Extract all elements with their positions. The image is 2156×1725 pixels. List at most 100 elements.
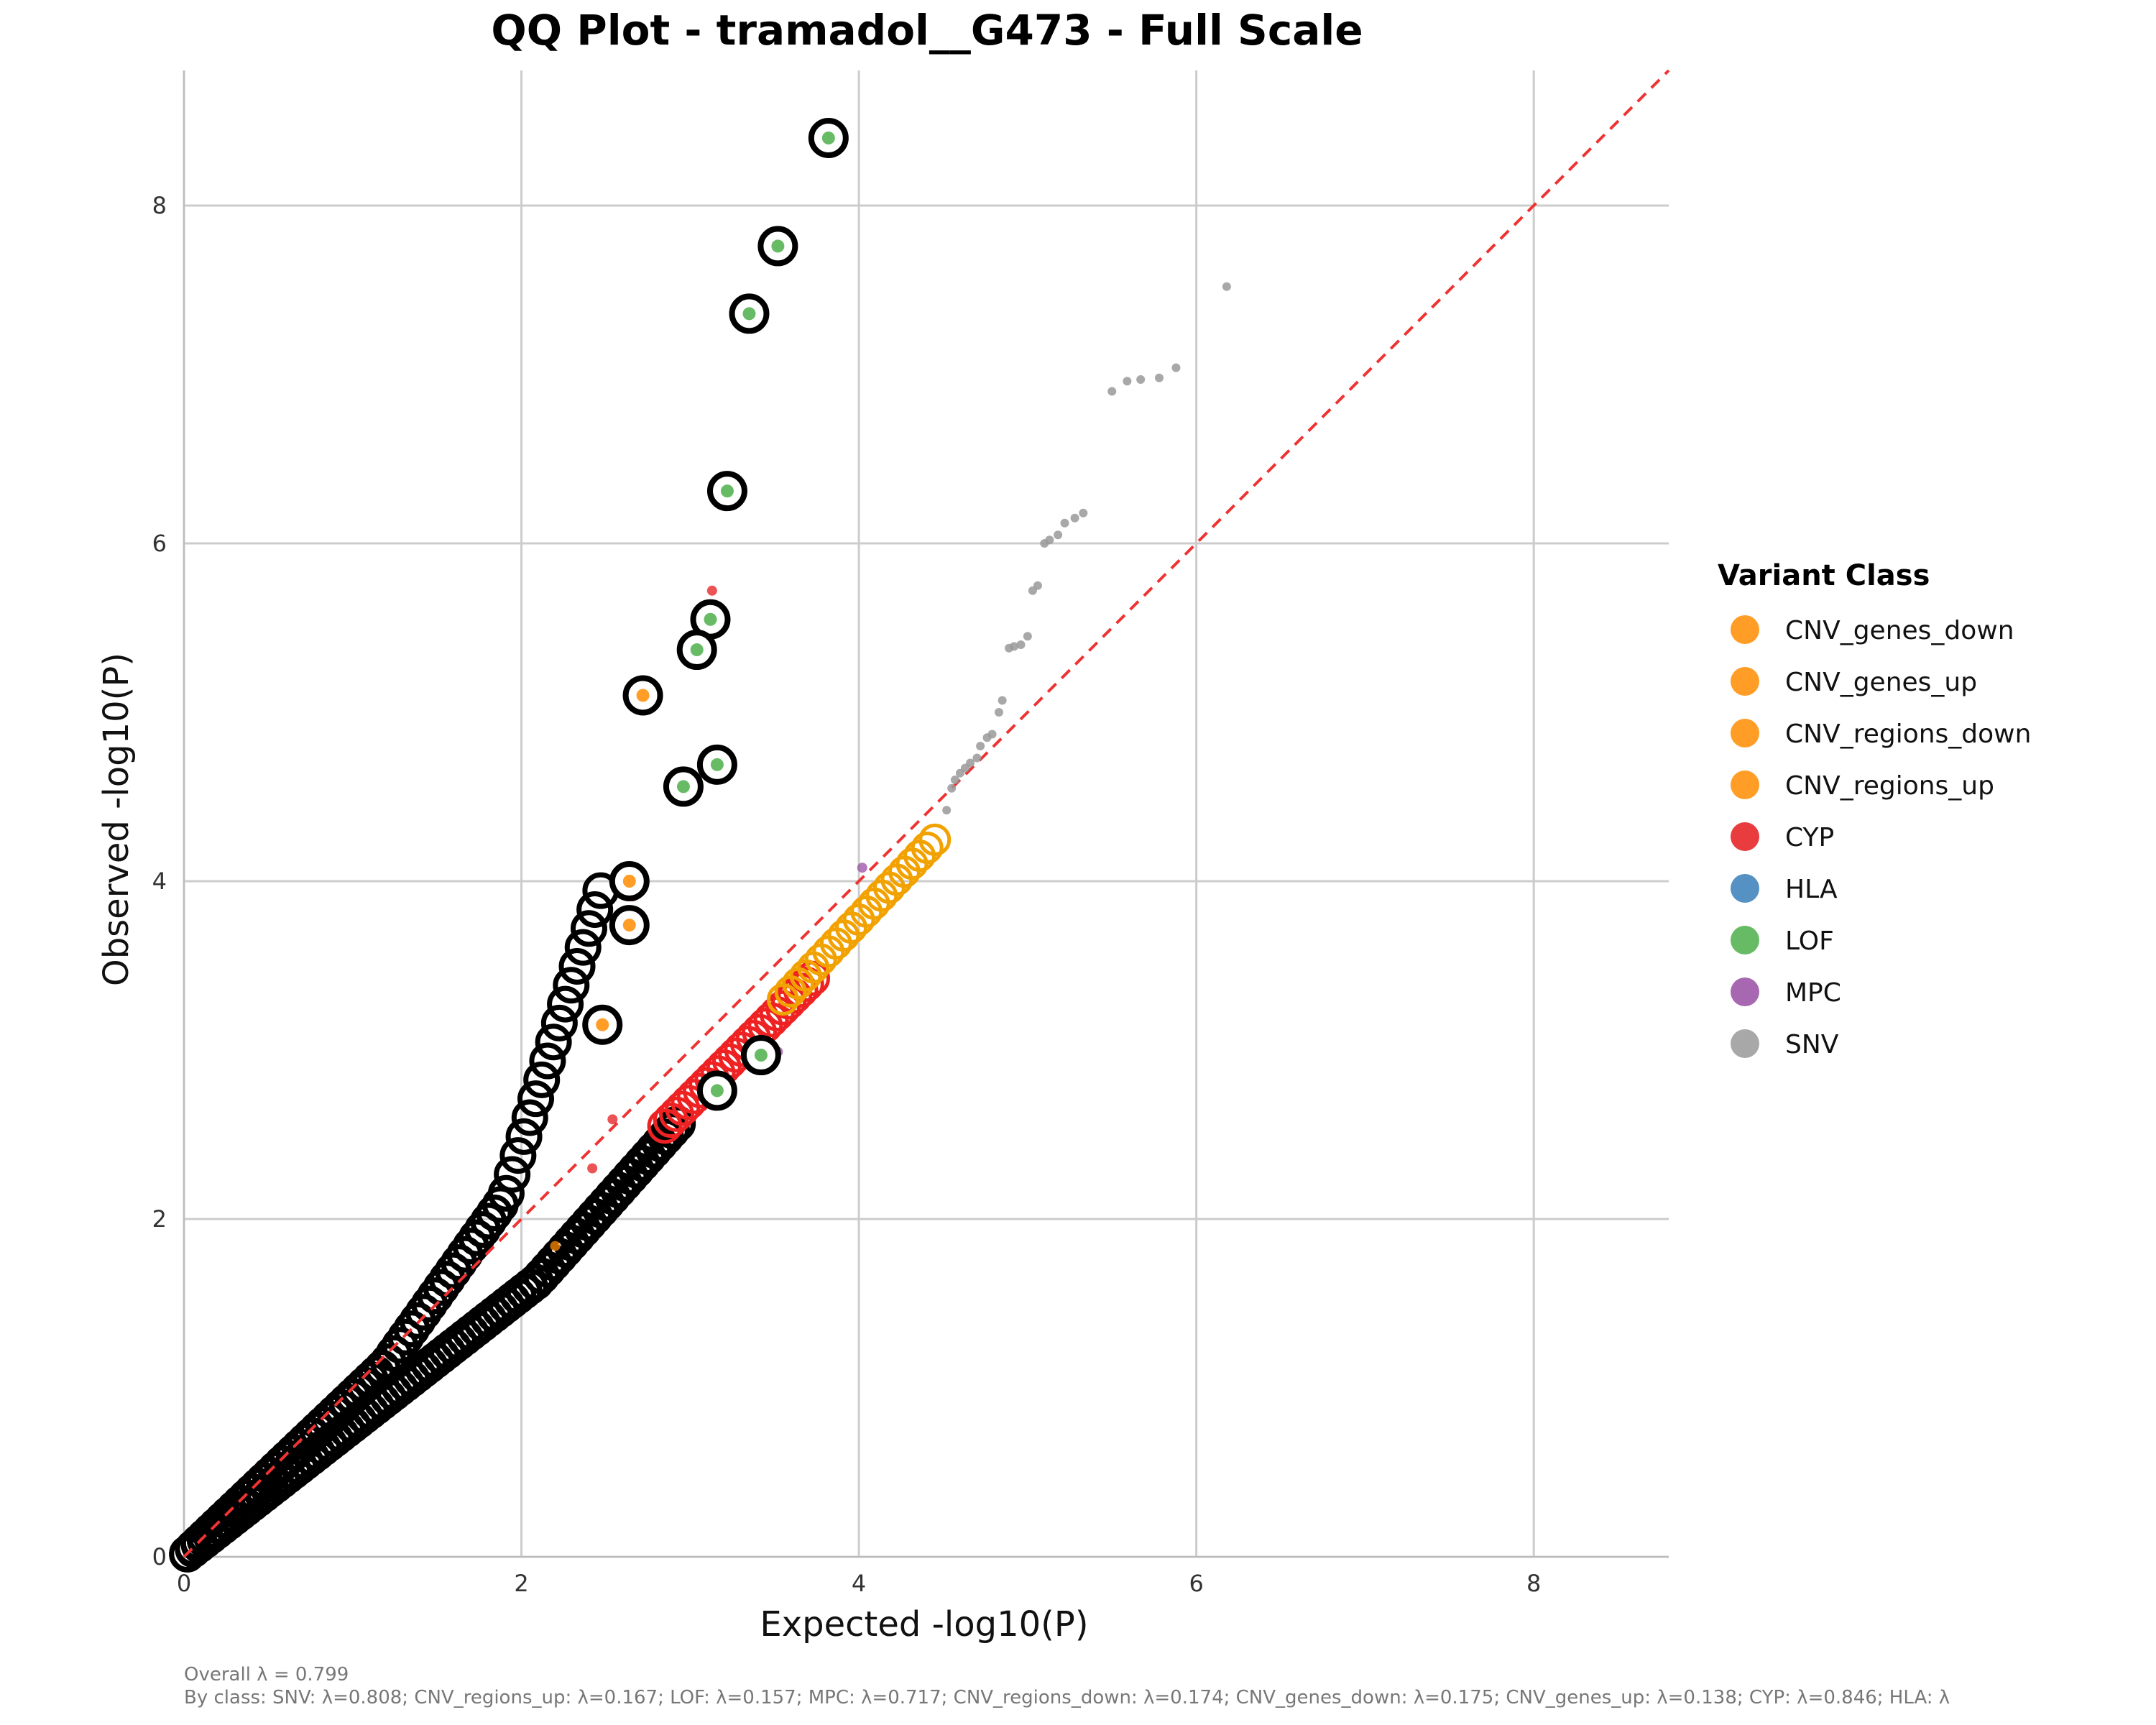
snv-point-7	[1070, 513, 1079, 523]
cnv-ring-band	[766, 823, 952, 1016]
cyp-ring-band-point	[777, 978, 813, 1014]
legend-label-CNV_regions_up: CNV_regions_up	[1785, 771, 1994, 801]
y-tick-label-2: 2	[152, 1205, 167, 1233]
highlighted-point-4	[704, 612, 717, 626]
snv-point-15	[1016, 640, 1026, 649]
legend-marker-CNV_genes_up	[1731, 667, 1759, 696]
lof-ring-arm-point	[570, 910, 607, 947]
y-tick-label-8: 8	[152, 192, 167, 219]
snv-point-26	[955, 768, 964, 778]
cnv-ring-band-point	[865, 879, 898, 912]
legend-label-CNV_genes_down: CNV_genes_down	[1785, 616, 2014, 645]
cnv-ring-band-point	[812, 935, 845, 968]
lof-ring-arm-point	[505, 1118, 543, 1155]
snv-point-5	[1107, 387, 1117, 396]
snv-point-8	[1060, 518, 1069, 528]
legend-label-CYP: CYP	[1785, 823, 1834, 852]
legend-marker-CNV_regions_down	[1731, 719, 1759, 748]
lower-ring-arm-point	[653, 1112, 690, 1149]
snv-point-28	[947, 783, 957, 793]
highlighted-point-1	[771, 239, 785, 253]
x-axis-label: Expected -log10(P)	[760, 1604, 1088, 1644]
highlighted-point-8	[676, 780, 690, 794]
legend-label-LOF: LOF	[1785, 926, 1834, 956]
y-axis-label: Observed -log10(P)	[96, 653, 137, 986]
axes	[183, 70, 1669, 1558]
cnv-ring-band-point	[880, 863, 913, 896]
x-tick-label-8: 8	[1526, 1570, 1541, 1597]
legend-label-HLA: HLA	[1785, 875, 1838, 904]
lof-ring-arm-point	[540, 1004, 578, 1041]
legend-marker-CNV_genes_down	[1731, 615, 1759, 644]
snv-point-0	[1222, 282, 1231, 291]
cnv-ring-band-point	[872, 871, 906, 904]
lof-ring-arm-point	[564, 929, 602, 966]
other-point-4	[587, 1163, 598, 1174]
cnv-ring-band-point	[857, 887, 890, 920]
snv-point-27	[950, 776, 959, 784]
snv-point-18	[998, 696, 1007, 705]
legend-marker-SNV	[1731, 1029, 1759, 1058]
cnv-ring-band-point	[918, 823, 952, 856]
cnv-ring-band-point	[804, 943, 837, 976]
cnv-ring-band-point	[903, 840, 936, 873]
lof-ring-arm-point	[547, 985, 584, 1023]
cyp-ring-band-point	[788, 966, 824, 1002]
cnv-ring-band-point	[895, 847, 929, 880]
legend-label-CNV_genes_up: CNV_genes_up	[1785, 668, 1977, 697]
x-tick-label-0: 0	[177, 1570, 191, 1597]
x-tick-label-2: 2	[514, 1570, 528, 1597]
highlighted-point-9	[622, 875, 636, 888]
legend: Variant Class CNV_genes_down CNV_genes_up…	[1718, 559, 2031, 1059]
y-tick-label-6: 6	[152, 530, 167, 557]
cnv-ring-band-point	[835, 911, 868, 944]
cnv-ring-band-point	[911, 832, 944, 865]
legend-title: Variant Class	[1718, 559, 1930, 592]
snv-point-4	[1123, 377, 1132, 386]
lof-ring-arm-point	[494, 1156, 531, 1193]
y-tick-label-0: 0	[152, 1543, 167, 1570]
highlighted-point-2	[742, 307, 756, 321]
snv-point-14	[1023, 632, 1032, 641]
snv-point-19	[994, 708, 1003, 717]
highlighted-point-7	[710, 758, 724, 771]
other-point-1	[857, 862, 867, 873]
snv-point-1	[1171, 363, 1181, 372]
legend-marker-CYP	[1731, 822, 1759, 851]
other-point-0	[706, 585, 717, 596]
y-tick-label-4: 4	[152, 868, 167, 895]
snv-point-17	[1005, 643, 1014, 653]
tick-labels: 0 2 4 6 8 0 2 4 6 8	[152, 192, 1542, 1597]
legend-label-MPC: MPC	[1785, 978, 1841, 1008]
cyp-ring-band-point	[659, 1096, 695, 1132]
lower-ring-arm-point	[659, 1105, 696, 1142]
lof-ring-arm-point	[517, 1080, 555, 1118]
lof-ring-arm-point	[499, 1137, 537, 1174]
cyp-ring-band-point	[765, 990, 801, 1026]
lof-ring-arm-point	[535, 1024, 572, 1061]
lof-ring-arm-point	[523, 1061, 561, 1098]
legend-marker-MPC	[1731, 978, 1759, 1006]
caption-lambda-by-class: By class: SNV: λ=0.808; CNV_regions_up: …	[184, 1687, 1950, 1708]
snv-point-29	[942, 806, 952, 815]
snv-point-3	[1136, 375, 1146, 385]
highlighted-point-13	[710, 1084, 724, 1098]
chart-title: QQ Plot - tramadol__G473 - Full Scale	[491, 6, 1363, 55]
other-point-3	[607, 1114, 618, 1125]
snv-point-11	[1040, 539, 1049, 548]
snv-point-21	[982, 733, 992, 742]
snv-point-2	[1154, 373, 1164, 382]
legend-marker-LOF	[1731, 926, 1759, 954]
snv-point-13	[1028, 586, 1037, 595]
highlighted-point-12	[754, 1049, 768, 1062]
cnv-ring-band-point	[850, 895, 883, 928]
cyp-ring-band-point	[647, 1108, 683, 1144]
snv-point-9	[1054, 530, 1063, 540]
snv-point-6	[1079, 508, 1088, 518]
highlighted-point-3	[720, 484, 734, 498]
data-points	[550, 118, 1231, 1251]
caption-lambda-overall: Overall λ = 0.799	[184, 1664, 349, 1685]
lof-ring-arm	[169, 872, 619, 1573]
highlighted-point-5	[690, 643, 704, 657]
